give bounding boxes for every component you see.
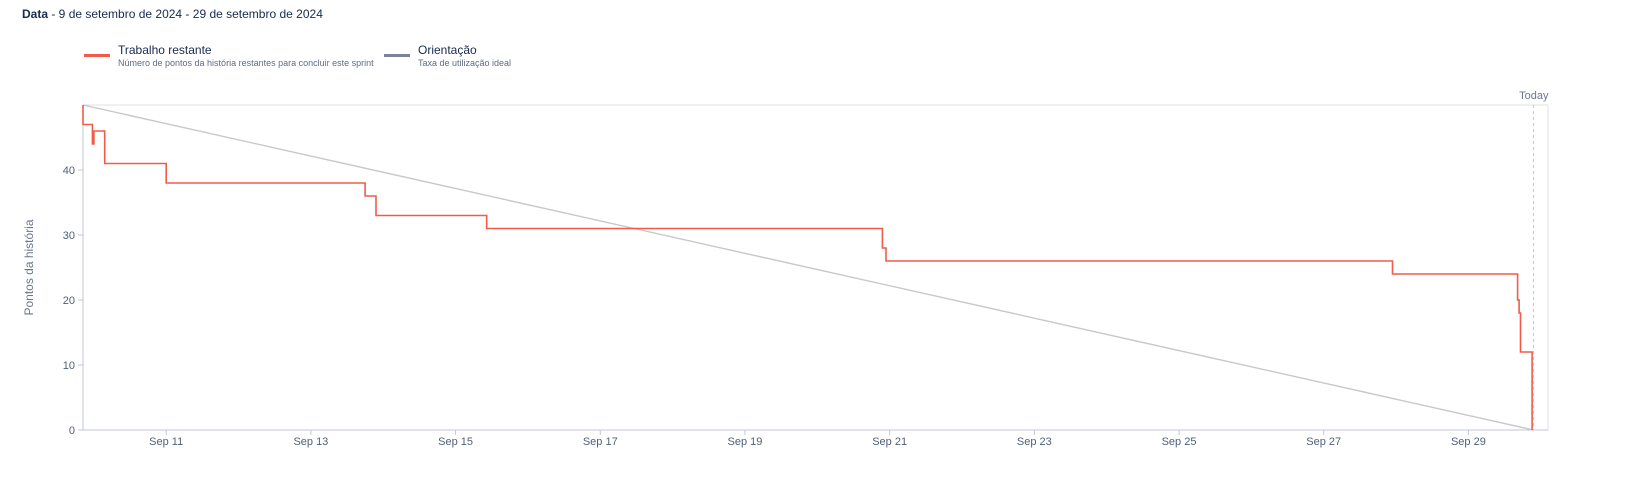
series-layer <box>82 104 1534 431</box>
date-range-header: Data - 9 de setembro de 2024 - 29 de set… <box>22 7 323 21</box>
remaining-work-swatch <box>84 54 110 57</box>
x-tick-label: Sep 21 <box>872 436 907 448</box>
legend-description-guideline: Taxa de utilização ideal <box>418 58 512 68</box>
y-tick-label: 30 <box>63 230 75 242</box>
x-tick-label: Sep 11 <box>149 436 183 448</box>
date-label: Data <box>22 7 49 21</box>
y-tick-label: 10 <box>63 360 75 372</box>
legend-name-remaining-work: Trabalho restante <box>118 43 212 57</box>
x-tick-label: Sep 13 <box>293 436 328 448</box>
legend-name-guideline: Orientação <box>418 43 477 57</box>
axes-layer <box>78 104 1549 435</box>
y-tick-label: 40 <box>63 165 75 177</box>
x-tick-label: Sep 27 <box>1306 436 1341 448</box>
date-range-text: - 9 de setembro de 2024 - 29 de setembro… <box>48 7 323 21</box>
y-axis-label: Pontos da história <box>22 219 36 315</box>
y-tick-label: 0 <box>69 425 75 437</box>
legend-description-remaining-work: Número de pontos da história restantes p… <box>118 58 374 68</box>
x-tick-label: Sep 15 <box>438 436 473 448</box>
x-tick-label: Sep 17 <box>583 436 618 448</box>
x-tick-label: Sep 23 <box>1017 436 1052 448</box>
x-tick-label: Sep 19 <box>728 436 763 448</box>
legend-item-remaining-work[interactable]: Trabalho restante Número de pontos da hi… <box>84 43 374 70</box>
remaining-work-line <box>82 105 1533 430</box>
guideline-swatch <box>384 54 410 57</box>
today-label: Today <box>1519 90 1549 102</box>
x-tick-label: Sep 29 <box>1451 436 1486 448</box>
labels-layer: 0 10 20 30 40 Sep 11 Sep 13 Sep 15 Sep 17 Sep 19 S… <box>22 90 1549 448</box>
guideline-line <box>82 104 1534 431</box>
legend-item-guideline[interactable]: Orientação Taxa de utilização ideal <box>384 43 511 70</box>
x-tick-label: Sep 25 <box>1162 436 1197 448</box>
y-tick-label: 20 <box>63 295 75 307</box>
